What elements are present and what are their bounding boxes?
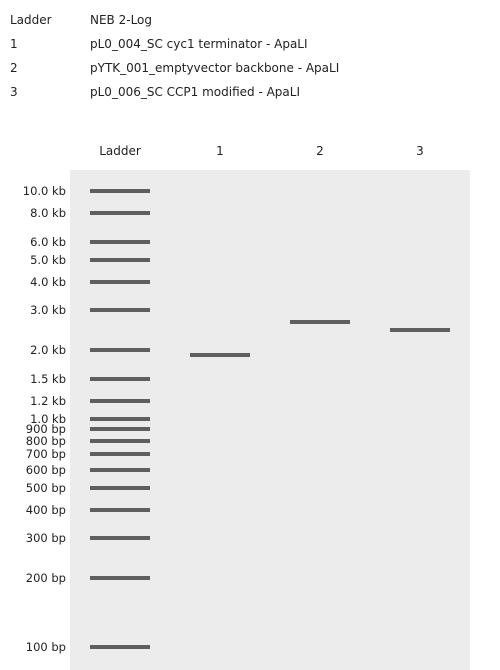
legend-description: NEB 2-Log xyxy=(90,13,153,27)
ladder-band xyxy=(90,279,150,284)
ladder-size-label: 1.0 kb xyxy=(30,412,66,426)
ladder-size-label: 2.0 kb xyxy=(30,343,66,358)
ladder-size-label: 700 bp xyxy=(25,447,66,462)
ladder-size-label: 5.0 kb xyxy=(30,252,66,267)
ladder-band xyxy=(90,417,150,421)
ladder-size-label: 1.2 kb xyxy=(30,393,66,408)
ladder-size-label: 300 bp xyxy=(25,531,66,546)
ladder-size-label: 1.5 kb xyxy=(30,371,66,386)
ladder-band xyxy=(90,467,150,472)
ladder-band xyxy=(90,189,150,193)
ladder-band xyxy=(90,427,150,432)
ladder-size-label: 900 bp xyxy=(25,422,66,437)
legend-key: 3 xyxy=(10,85,18,99)
sample-band-lane-3 xyxy=(390,328,450,333)
legend-key: 2 xyxy=(10,61,18,75)
lane-header-1: 1 xyxy=(216,144,224,158)
ladder-size-label: 8.0 kb xyxy=(30,206,66,221)
ladder-band xyxy=(90,257,150,262)
sample-band-lane-2 xyxy=(290,320,350,325)
ladder-band xyxy=(90,485,150,490)
ladder-size-label: 800 bp xyxy=(25,434,66,449)
legend-description: pL0_004_SC cyc1 terminator - ApaLI xyxy=(90,37,308,51)
ladder-band xyxy=(90,348,150,353)
ladder-size-label: 600 bp xyxy=(25,462,66,477)
lane-header-ladder: Ladder xyxy=(99,144,141,158)
ladder-size-label: 3.0 kb xyxy=(30,303,66,318)
gel-image xyxy=(70,170,470,670)
ladder-band xyxy=(90,211,150,216)
ladder-band xyxy=(90,398,150,403)
lane-header-2: 2 xyxy=(316,144,324,158)
ladder-band xyxy=(90,239,150,244)
ladder-band xyxy=(90,507,150,512)
ladder-band xyxy=(90,536,150,541)
legend-key: Ladder xyxy=(10,13,52,27)
ladder-size-label: 200 bp xyxy=(25,571,66,586)
ladder-band xyxy=(90,452,150,457)
ladder-band xyxy=(90,645,150,649)
ladder-band xyxy=(90,376,150,381)
ladder-band xyxy=(90,308,150,313)
ladder-size-label: 100 bp xyxy=(25,640,66,654)
legend-description: pL0_006_SC CCP1 modified - ApaLI xyxy=(90,85,300,99)
ladder-size-label: 400 bp xyxy=(25,502,66,517)
lane-header-3: 3 xyxy=(416,144,424,158)
legend-key: 1 xyxy=(10,37,18,51)
ladder-size-label: 10.0 kb xyxy=(22,184,66,198)
legend-description: pYTK_001_emptyvector backbone - ApaLI xyxy=(90,61,340,75)
ladder-band xyxy=(90,439,150,444)
ladder-size-label: 4.0 kb xyxy=(30,274,66,289)
ladder-size-label: 6.0 kb xyxy=(30,234,66,249)
sample-band-lane-1 xyxy=(190,353,250,358)
ladder-size-label: 500 bp xyxy=(25,480,66,495)
ladder-band xyxy=(90,576,150,581)
